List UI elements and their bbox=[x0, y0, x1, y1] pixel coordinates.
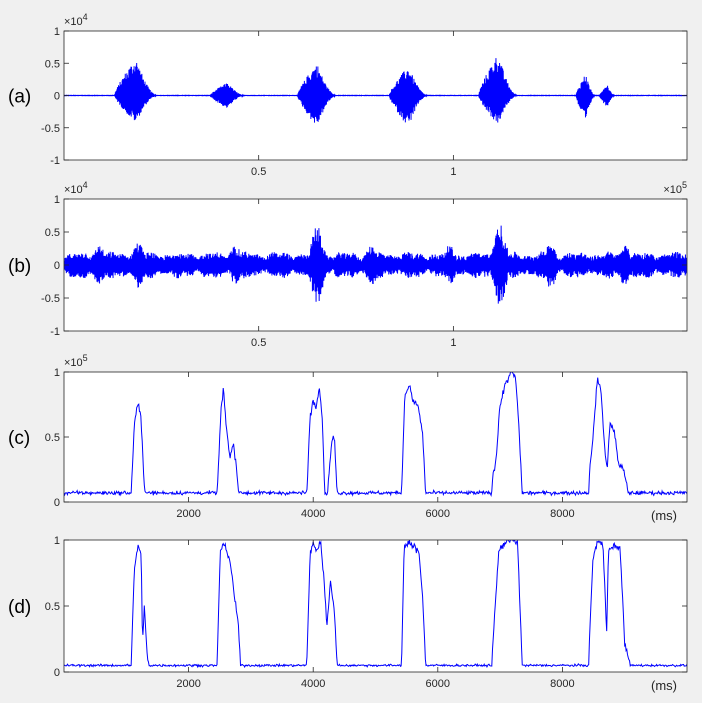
x-tick-label: 8000 bbox=[550, 508, 574, 520]
x-exponent-label: ×105 bbox=[663, 180, 687, 196]
y-tick-label: 0.5 bbox=[45, 432, 60, 444]
y-exponent-label: ×104 bbox=[64, 12, 88, 28]
y-exponent-label: ×104 bbox=[64, 180, 88, 196]
y-tick-label: 0.5 bbox=[45, 227, 60, 239]
panel-d: 0 0.5 1 2000 4000 6000 8000 (ms) (d) bbox=[8, 535, 688, 693]
x-axis-label: (ms) bbox=[651, 508, 677, 523]
y-tick-label: 0 bbox=[54, 91, 60, 103]
y-tick-label: 1 bbox=[54, 194, 60, 206]
panel-a: -1 -0.5 0 0.5 1 0.5 1 ×104 (a) bbox=[8, 12, 688, 178]
y-tick-label: 0 bbox=[54, 667, 60, 679]
y-tick-label: 0 bbox=[54, 260, 60, 272]
x-tick-label: 6000 bbox=[426, 678, 450, 690]
x-tick-label: 4000 bbox=[301, 678, 325, 690]
x-tick-label: 1 bbox=[450, 337, 456, 349]
y-tick-label: -1 bbox=[50, 326, 60, 338]
x-tick-label: 6000 bbox=[426, 508, 450, 520]
x-tick-label: 0.5 bbox=[251, 166, 266, 178]
y-tick-label: 0 bbox=[54, 497, 60, 509]
y-tick-label: 1 bbox=[54, 535, 60, 547]
panel-c: 0 0.5 1 2000 4000 6000 8000 ×105 (ms) (c) bbox=[8, 353, 688, 523]
panel-label: (d) bbox=[8, 597, 31, 618]
plot-area bbox=[64, 372, 687, 502]
x-tick-label: 2000 bbox=[176, 508, 200, 520]
series-line bbox=[64, 225, 687, 304]
series-line bbox=[64, 372, 687, 498]
panel-label: (c) bbox=[8, 428, 30, 449]
x-tick-label: 1 bbox=[450, 166, 456, 178]
y-tick-label: -1 bbox=[50, 155, 60, 167]
series-line bbox=[64, 58, 687, 123]
x-tick-label: 2000 bbox=[176, 678, 200, 690]
x-tick-label: 0.5 bbox=[251, 337, 266, 349]
y-tick-label: 1 bbox=[54, 367, 60, 379]
y-tick-label: -0.5 bbox=[41, 123, 60, 135]
x-axis-label: (ms) bbox=[651, 678, 677, 693]
panel-label: (a) bbox=[8, 87, 31, 108]
x-tick-label: 8000 bbox=[550, 678, 574, 690]
y-tick-label: -0.5 bbox=[41, 293, 60, 305]
series-line bbox=[64, 540, 687, 669]
x-tick-label: 4000 bbox=[301, 508, 325, 520]
panel-label: (b) bbox=[8, 256, 31, 277]
plot-area bbox=[64, 540, 687, 672]
y-tick-label: 0.5 bbox=[45, 58, 60, 70]
panel-b: -1 -0.5 0 0.5 1 0.5 1 ×104 ×105 (b) bbox=[8, 180, 688, 349]
y-tick-label: 1 bbox=[54, 26, 60, 38]
y-exponent-label: ×105 bbox=[64, 353, 88, 369]
y-tick-label: 0.5 bbox=[45, 601, 60, 613]
